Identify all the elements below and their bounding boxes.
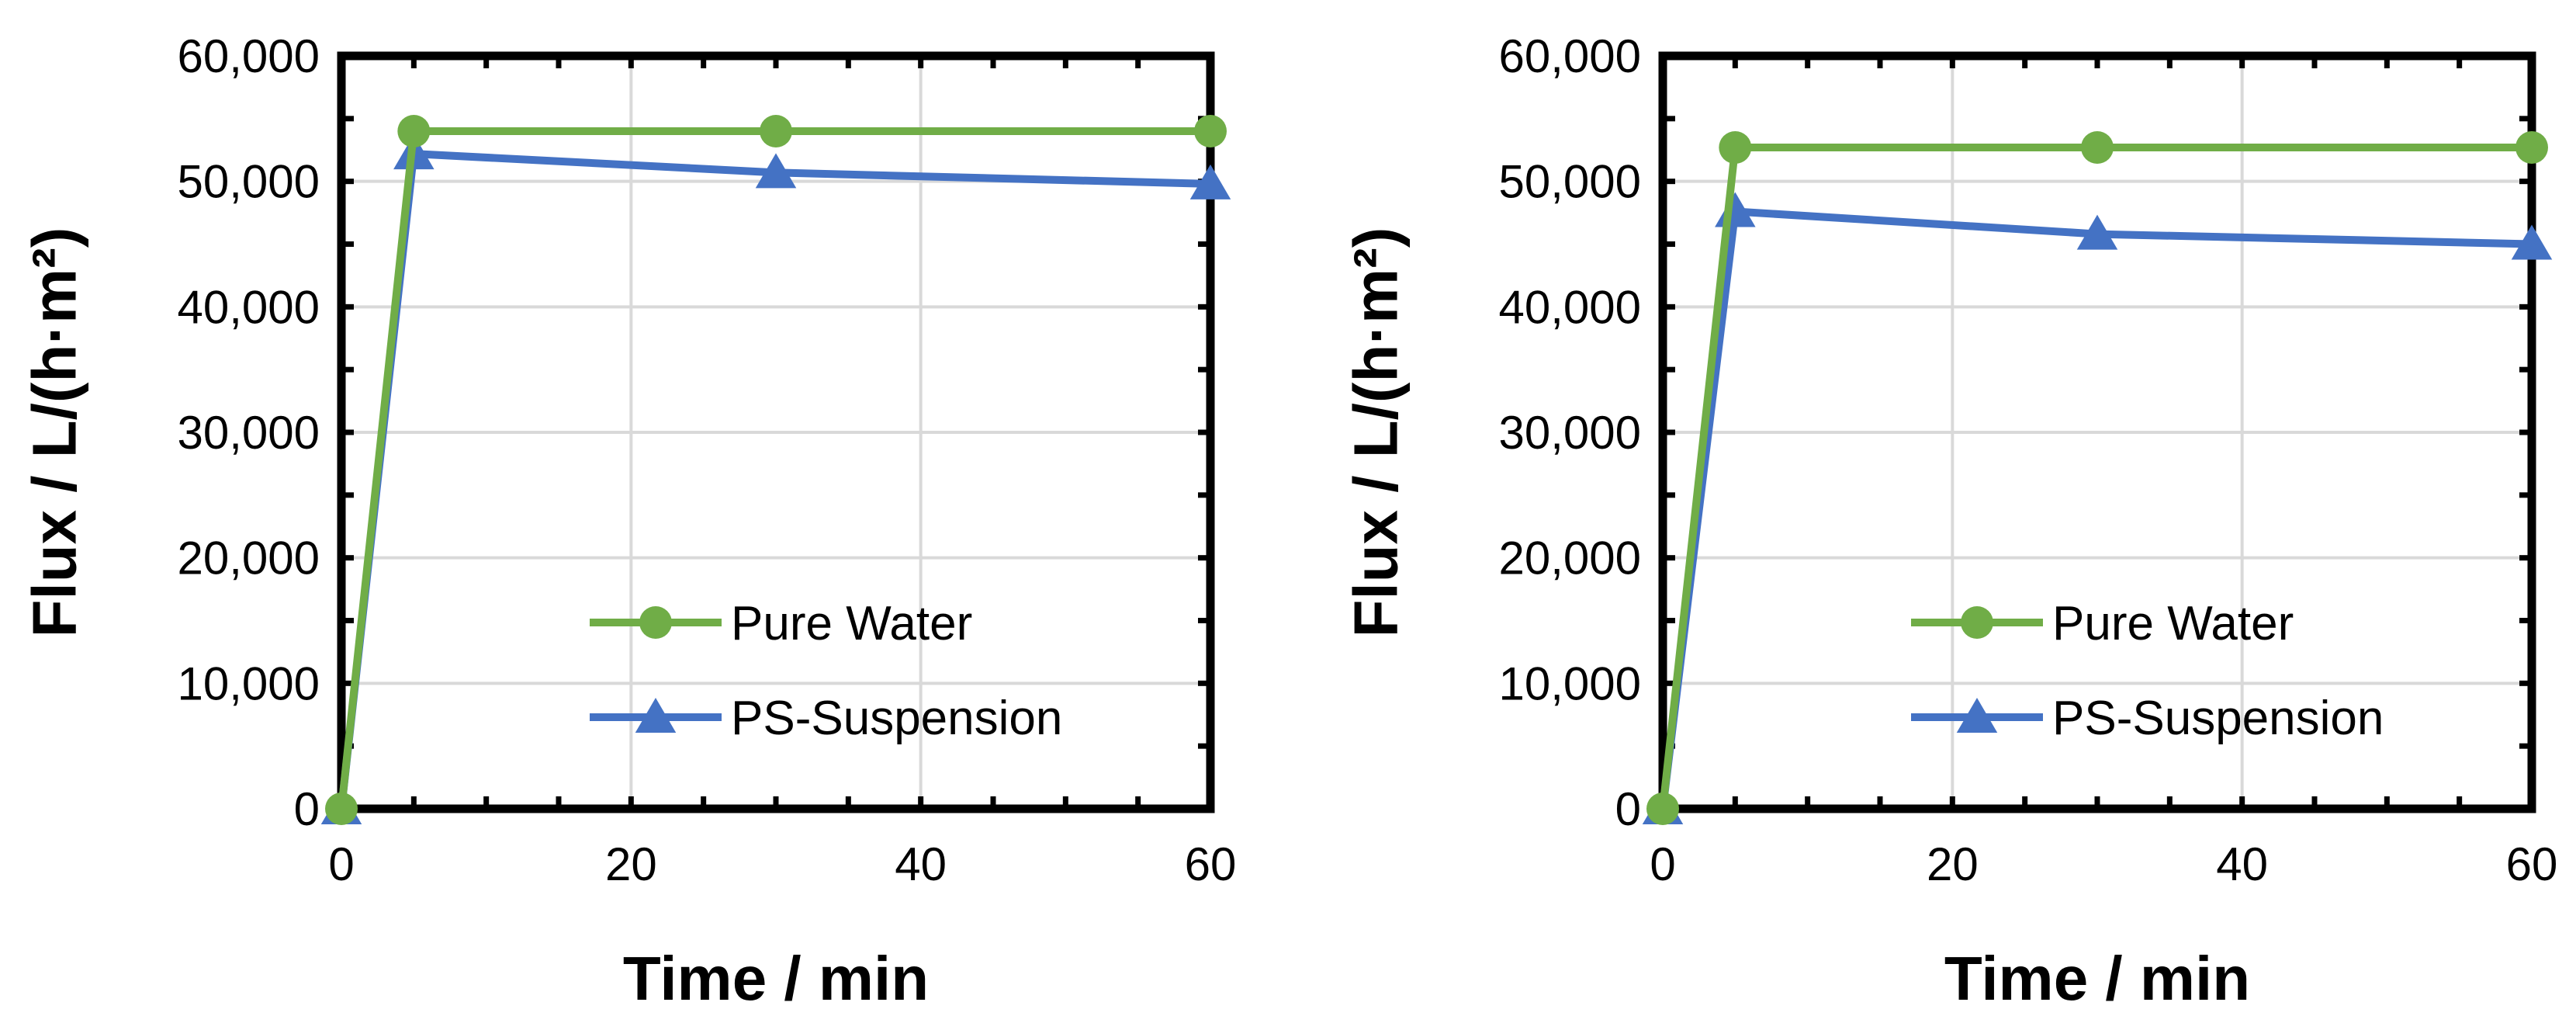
x-tick-label: 0: [328, 838, 354, 890]
x-tick-label: 40: [2216, 838, 2268, 890]
series-pure-water: [1646, 131, 2548, 825]
legend-item: Pure Water: [1911, 597, 2294, 650]
y-tick-label: 60,000: [177, 30, 320, 82]
series-line: [1659, 144, 2532, 810]
x-tick-label: 40: [895, 838, 947, 890]
x-axis-title: Time / min: [1944, 944, 2250, 1013]
legend-marker-circle: [1961, 606, 1993, 639]
y-tick-label: 0: [1615, 783, 1641, 835]
y-tick-label: 20,000: [1498, 532, 1641, 584]
data-point-triangle: [755, 153, 797, 189]
series-line: [338, 127, 1210, 810]
legend-label: Pure Water: [2052, 597, 2294, 650]
x-axis-title: Time / min: [623, 944, 929, 1013]
legend: Pure Water PS-Suspension: [1911, 597, 2384, 745]
x-tick-label: 60: [2506, 838, 2558, 890]
y-axis-title: Flux / L/(h·m²): [20, 227, 89, 638]
data-point-circle: [397, 115, 431, 147]
data-point-circle: [2081, 131, 2114, 165]
data-point-triangle: [2076, 214, 2118, 250]
y-tick-label: 10,000: [1498, 657, 1641, 709]
legend-marker-triangle: [635, 698, 677, 733]
data-point-circle: [760, 115, 792, 147]
x-tick-label: 0: [1650, 838, 1675, 890]
plot-frame: [1658, 51, 2536, 813]
legend-item: PS-Suspension: [1911, 692, 2384, 745]
legend-marker-triangle: [1956, 698, 1998, 733]
series-pure-water: [325, 115, 1227, 825]
legend-label: PS-Suspension: [731, 692, 1062, 745]
legend: Pure Water PS-Suspension: [590, 597, 1062, 745]
y-tick-label: 30,000: [1498, 407, 1641, 459]
y-tick-label: 40,000: [1498, 281, 1641, 333]
y-axis-title: Flux / L/(h·m²): [1342, 227, 1411, 638]
data-point-circle: [1194, 115, 1227, 147]
legend-item: PS-Suspension: [590, 692, 1062, 745]
y-tick-label: 40,000: [177, 281, 320, 333]
data-point-circle: [1719, 131, 1752, 165]
y-tick-label: 0: [294, 783, 320, 835]
data-point-triangle: [2511, 224, 2553, 260]
legend-label: PS-Suspension: [2052, 692, 2384, 745]
y-tick-label: 50,000: [1498, 156, 1641, 208]
y-tick-label: 60,000: [1498, 30, 1641, 82]
y-tick-label: 30,000: [177, 407, 320, 459]
data-point-circle: [325, 792, 358, 825]
data-point-circle: [1646, 792, 1679, 825]
y-tick-label: 10,000: [177, 657, 320, 709]
legend-label: Pure Water: [731, 597, 972, 650]
data-point-triangle: [1189, 164, 1231, 199]
chart-1: 0 10,000 20,000 30,000 40,000 50,000 60,000 0 20…: [20, 30, 1237, 1013]
y-tick-label: 20,000: [177, 532, 320, 584]
x-tick-label: 20: [1927, 838, 1979, 890]
plot-frame: [337, 51, 1215, 813]
legend-item: Pure Water: [590, 597, 972, 650]
x-tick-label: 20: [605, 838, 657, 890]
data-point-circle: [2515, 131, 2548, 165]
legend-marker-circle: [639, 606, 672, 639]
x-tick-label: 60: [1185, 838, 1237, 890]
chart-2: 0 10,000 20,000 30,000 40,000 50,000 60,000 0 20…: [1342, 30, 2558, 1013]
y-tick-label: 50,000: [177, 156, 320, 208]
